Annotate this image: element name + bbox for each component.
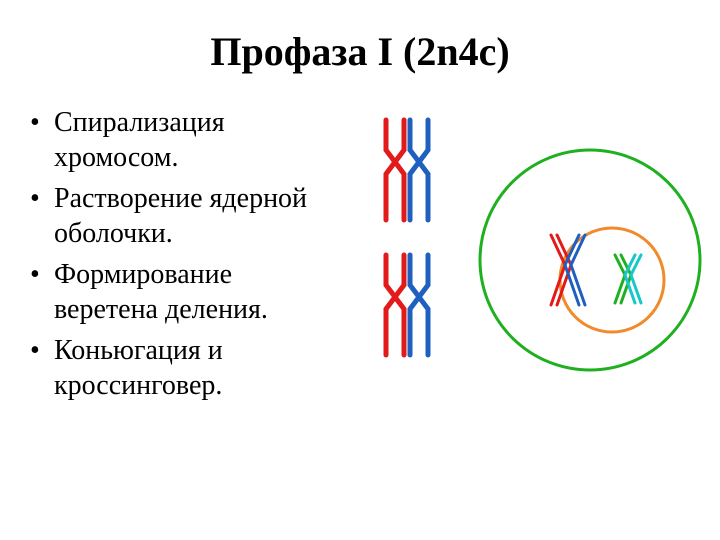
- page-title: Профаза I (2n4c): [0, 0, 720, 85]
- content-row: Спирализация хромосом. Растворение ядерн…: [0, 85, 720, 485]
- list-item: Коньюгация и кроссинговер.: [30, 333, 340, 403]
- list-item: Растворение ядерной оболочки.: [30, 181, 340, 251]
- bullet-list: Спирализация хромосом. Растворение ядерн…: [30, 105, 340, 409]
- list-item: Спирализация хромосом.: [30, 105, 340, 175]
- list-item: Формирование веретена деления.: [30, 257, 340, 327]
- diagram: [340, 105, 710, 485]
